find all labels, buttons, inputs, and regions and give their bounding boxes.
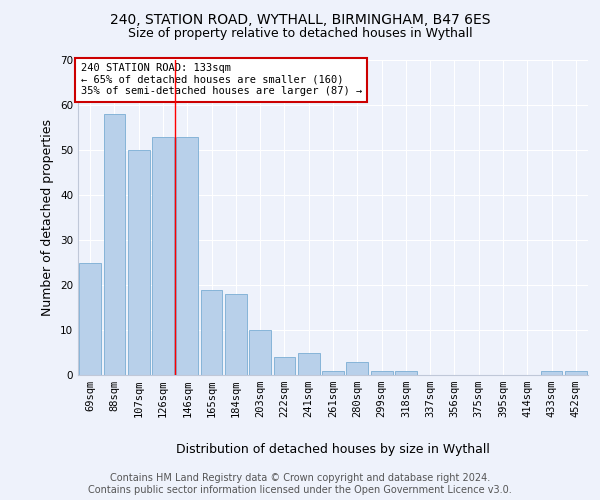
Text: Distribution of detached houses by size in Wythall: Distribution of detached houses by size … <box>176 442 490 456</box>
Bar <box>565 370 587 375</box>
Bar <box>371 370 392 375</box>
Text: Size of property relative to detached houses in Wythall: Size of property relative to detached ho… <box>128 28 472 40</box>
Bar <box>128 150 149 375</box>
Bar <box>152 136 174 375</box>
Bar <box>322 370 344 375</box>
Bar <box>79 262 101 375</box>
Bar <box>225 294 247 375</box>
Bar <box>298 352 320 375</box>
Bar <box>176 136 198 375</box>
Bar <box>541 370 562 375</box>
Bar <box>395 370 417 375</box>
Bar <box>200 290 223 375</box>
Bar <box>104 114 125 375</box>
Text: Contains HM Land Registry data © Crown copyright and database right 2024.
Contai: Contains HM Land Registry data © Crown c… <box>88 474 512 495</box>
Bar <box>274 357 295 375</box>
Y-axis label: Number of detached properties: Number of detached properties <box>41 119 55 316</box>
Text: 240 STATION ROAD: 133sqm
← 65% of detached houses are smaller (160)
35% of semi-: 240 STATION ROAD: 133sqm ← 65% of detach… <box>80 63 362 96</box>
Bar <box>346 362 368 375</box>
Bar <box>249 330 271 375</box>
Text: 240, STATION ROAD, WYTHALL, BIRMINGHAM, B47 6ES: 240, STATION ROAD, WYTHALL, BIRMINGHAM, … <box>110 12 490 26</box>
